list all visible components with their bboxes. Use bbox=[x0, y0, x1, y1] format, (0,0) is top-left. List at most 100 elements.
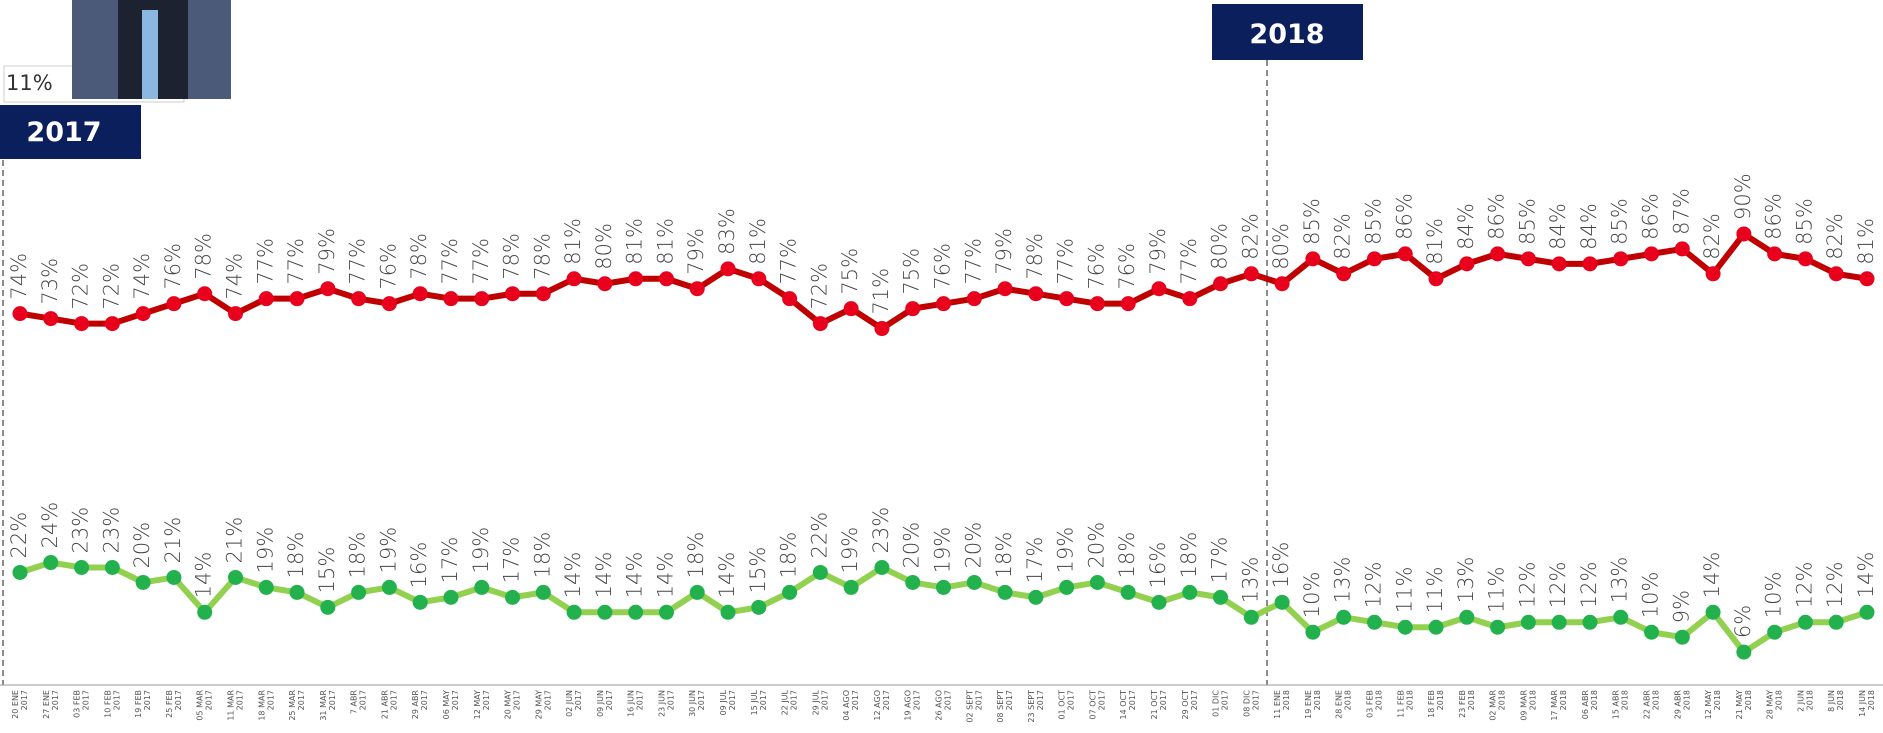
data-point bbox=[843, 301, 859, 317]
x-tick-year: 2017 bbox=[1159, 690, 1168, 710]
data-label: 78% bbox=[192, 233, 216, 280]
x-tick-label: 01 DIC bbox=[1212, 690, 1221, 717]
x-tick-label: 26 AGO bbox=[935, 690, 944, 721]
data-label: 84% bbox=[1454, 203, 1478, 250]
x-tick-year: 2017 bbox=[820, 690, 829, 710]
annotation: 11% bbox=[6, 71, 53, 95]
x-tick-label: 28 ENE bbox=[1335, 690, 1344, 719]
data-point bbox=[258, 291, 274, 307]
x-tick-label: 02 SEPT bbox=[965, 690, 974, 723]
x-tick-label: 01 OCT bbox=[1058, 690, 1067, 720]
data-point bbox=[289, 584, 305, 600]
data-point bbox=[1089, 574, 1105, 590]
data-label: 15% bbox=[315, 547, 339, 594]
x-tick-label: 03 FEB bbox=[1365, 690, 1374, 718]
x-tick-label: 23 JUN bbox=[657, 690, 666, 717]
x-tick-year: 2017 bbox=[1221, 690, 1230, 710]
x-tick-label: 2 JUN bbox=[1796, 690, 1805, 712]
data-label: 78% bbox=[530, 233, 554, 280]
data-label: 77% bbox=[1177, 238, 1201, 285]
data-point bbox=[1828, 614, 1844, 630]
data-point bbox=[1151, 281, 1167, 297]
x-tick-year: 2017 bbox=[944, 690, 953, 710]
x-tick-label: 19 AGO bbox=[904, 690, 913, 721]
data-label: 86% bbox=[1485, 193, 1509, 240]
x-tick-label: 07 OCT bbox=[1088, 690, 1097, 720]
data-label: 23% bbox=[69, 507, 93, 554]
data-point bbox=[474, 291, 490, 307]
data-label: 19% bbox=[931, 527, 955, 574]
year-label: 2018 bbox=[1249, 19, 1324, 50]
x-tick-year: 2017 bbox=[851, 690, 860, 710]
data-label: 81% bbox=[653, 218, 677, 265]
x-tick-label: 09 JUN bbox=[596, 690, 605, 717]
data-label: 13% bbox=[1331, 557, 1355, 604]
x-tick-year: 2018 bbox=[1867, 690, 1876, 710]
x-tick-label: 12 AGO bbox=[873, 690, 882, 721]
data-point bbox=[1151, 594, 1167, 610]
data-point bbox=[1859, 604, 1875, 620]
data-point bbox=[1366, 614, 1382, 630]
x-tick-label: 21 OCT bbox=[1150, 690, 1159, 720]
x-tick-year: 2017 bbox=[636, 690, 645, 710]
x-tick-year: 2017 bbox=[112, 690, 121, 710]
x-tick-label: 29 OCT bbox=[1181, 690, 1190, 720]
x-tick-label: 8 JUN bbox=[1827, 690, 1836, 712]
data-point bbox=[74, 560, 90, 576]
data-label: 12% bbox=[1546, 562, 1570, 609]
x-tick-year: 2018 bbox=[1528, 690, 1537, 710]
data-label: 19% bbox=[838, 527, 862, 574]
data-label: 75% bbox=[838, 248, 862, 295]
data-label: 18% bbox=[992, 532, 1016, 579]
data-label: 71% bbox=[869, 268, 893, 315]
data-label: 19% bbox=[253, 527, 277, 574]
x-tick-year: 2018 bbox=[1836, 690, 1845, 710]
data-label: 80% bbox=[592, 223, 616, 270]
data-label: 11% bbox=[1423, 567, 1447, 614]
data-point bbox=[1397, 246, 1413, 262]
data-label: 12% bbox=[1577, 562, 1601, 609]
year-label: 2017 bbox=[26, 117, 101, 148]
data-label: 21% bbox=[161, 517, 185, 564]
x-tick-label: 08 DIC bbox=[1242, 690, 1251, 717]
data-label: 86% bbox=[1639, 193, 1663, 240]
data-label: 13% bbox=[1238, 557, 1262, 604]
data-label: 12% bbox=[1515, 562, 1539, 609]
data-label: 20% bbox=[1084, 522, 1108, 569]
data-point bbox=[1674, 629, 1690, 645]
data-point bbox=[104, 560, 120, 576]
data-point bbox=[1736, 226, 1752, 242]
data-label: 81% bbox=[1423, 218, 1447, 265]
x-tick-year: 2018 bbox=[1559, 690, 1568, 710]
data-point bbox=[936, 296, 951, 312]
x-tick-year: 2017 bbox=[543, 690, 552, 710]
data-point bbox=[535, 286, 551, 302]
data-point bbox=[1028, 286, 1044, 302]
data-point bbox=[1336, 609, 1352, 625]
data-point bbox=[1428, 271, 1444, 287]
x-tick-label: 02 MAR bbox=[1489, 690, 1498, 721]
x-tick-label: 29 ABR bbox=[1673, 690, 1682, 720]
data-label: 14% bbox=[715, 552, 739, 599]
data-point bbox=[597, 604, 613, 620]
data-label: 77% bbox=[1054, 238, 1078, 285]
data-point bbox=[1797, 251, 1813, 267]
data-label: 79% bbox=[992, 228, 1016, 275]
x-tick-year: 2017 bbox=[1036, 690, 1045, 710]
data-label: 79% bbox=[315, 228, 339, 275]
x-tick-label: 11 FEB bbox=[1396, 690, 1405, 718]
data-label: 11% bbox=[1485, 567, 1509, 614]
x-tick-label: 30 JUN bbox=[688, 690, 697, 717]
x-tick-year: 2017 bbox=[359, 690, 368, 710]
x-tick-label: 10 FEB bbox=[103, 690, 112, 718]
data-label: 76% bbox=[376, 243, 400, 290]
x-tick-label: 22 ABR bbox=[1643, 690, 1652, 720]
photo-tie bbox=[142, 10, 158, 99]
data-point bbox=[628, 271, 644, 287]
x-tick-year: 2017 bbox=[1128, 690, 1137, 710]
data-label: 86% bbox=[1392, 193, 1416, 240]
data-point bbox=[135, 306, 151, 322]
data-point bbox=[166, 296, 182, 312]
data-point bbox=[782, 291, 798, 307]
x-tick-label: 06 MAY bbox=[442, 690, 451, 719]
